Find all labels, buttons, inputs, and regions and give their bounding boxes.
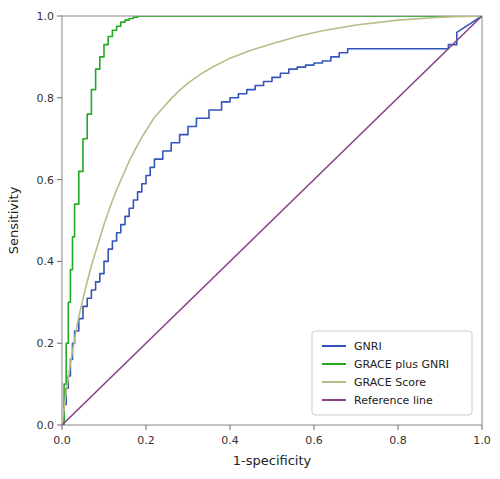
x-tick xyxy=(62,425,63,430)
y-axis-label: Sensitivity xyxy=(6,186,21,254)
x-tick xyxy=(314,425,315,430)
legend-label: Reference line xyxy=(354,394,433,407)
series-line xyxy=(62,16,482,425)
x-tick xyxy=(146,425,147,430)
legend-label: GNRI xyxy=(354,340,382,353)
y-tick xyxy=(57,425,62,426)
series-line xyxy=(62,16,482,425)
lines xyxy=(62,16,482,425)
legend-label: GRACE plus GNRI xyxy=(354,358,449,371)
plot-area xyxy=(62,16,482,425)
y-tick xyxy=(57,343,62,344)
y-tick xyxy=(57,16,62,17)
y-tick-label: 0.8 xyxy=(37,92,55,105)
y-tick xyxy=(57,261,62,262)
y-tick-label: 0.2 xyxy=(37,337,55,350)
y-tick-label: 0.0 xyxy=(37,419,55,432)
x-tick xyxy=(398,425,399,430)
x-tick-label: 0.6 xyxy=(305,434,323,447)
legend-swatch xyxy=(322,399,346,401)
y-tick xyxy=(57,97,62,98)
x-tick xyxy=(230,425,231,430)
x-tick-label: 0.2 xyxy=(137,434,155,447)
legend-swatch xyxy=(322,345,346,347)
x-tick xyxy=(482,425,483,430)
legend-swatch xyxy=(322,363,346,365)
legend-box xyxy=(312,331,472,415)
y-tick-label: 0.6 xyxy=(37,174,55,187)
chart: 0.0 0.2 0.4 0.6 0.8 1.0 0.0 0.2 0.4 0.6 0.8 1.0 1-sp… xyxy=(0,0,500,479)
plot-frame xyxy=(62,16,482,425)
series-line xyxy=(62,16,482,425)
x-tick-label: 0.8 xyxy=(389,434,407,447)
legend: GNRI GRACE plus GNRI GRACE Score Reference … xyxy=(312,331,472,415)
x-tick-label: 0.0 xyxy=(53,434,71,447)
y-tick xyxy=(57,179,62,180)
x-axis-label: 1-specificity xyxy=(233,453,312,468)
series-line xyxy=(62,16,482,425)
legend-label: GRACE Score xyxy=(354,376,426,389)
x-tick-label: 0.4 xyxy=(221,434,239,447)
y-tick-label: 0.4 xyxy=(37,255,55,268)
legend-swatch xyxy=(322,381,346,383)
x-tick-label: 1.0 xyxy=(473,434,491,447)
y-tick-label: 1.0 xyxy=(37,10,55,23)
